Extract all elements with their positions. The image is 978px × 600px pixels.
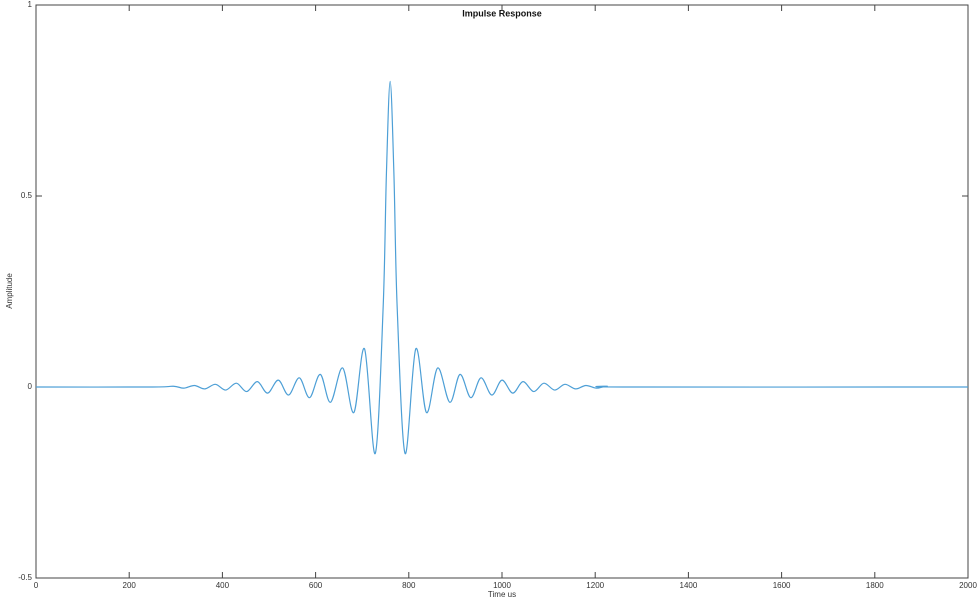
plot-area [35,4,969,579]
x-axis-label: Time us [488,590,516,599]
y-axis-label: Amplitude [5,273,14,309]
x-tick-label: 200 [123,581,137,590]
data-line [35,80,969,455]
x-tick-label: 1800 [866,581,884,590]
x-tick-label: 400 [216,581,230,590]
x-tick-label: 800 [402,581,416,590]
y-tick-label: 1 [28,0,33,9]
x-tick-label: 2000 [959,581,977,590]
x-tick-label: 1400 [680,581,698,590]
x-tick-label: 1600 [773,581,791,590]
x-tick-label: 600 [309,581,323,590]
x-tick-label: 0 [34,581,39,590]
y-tick-label: -0.5 [18,573,32,582]
x-tick-label: 1200 [586,581,604,590]
x-tick-label: 1000 [493,581,511,590]
y-tick-label: 0 [28,382,33,391]
chart-title: Impulse Response [462,8,542,18]
y-tick-label: 0.5 [21,191,33,200]
